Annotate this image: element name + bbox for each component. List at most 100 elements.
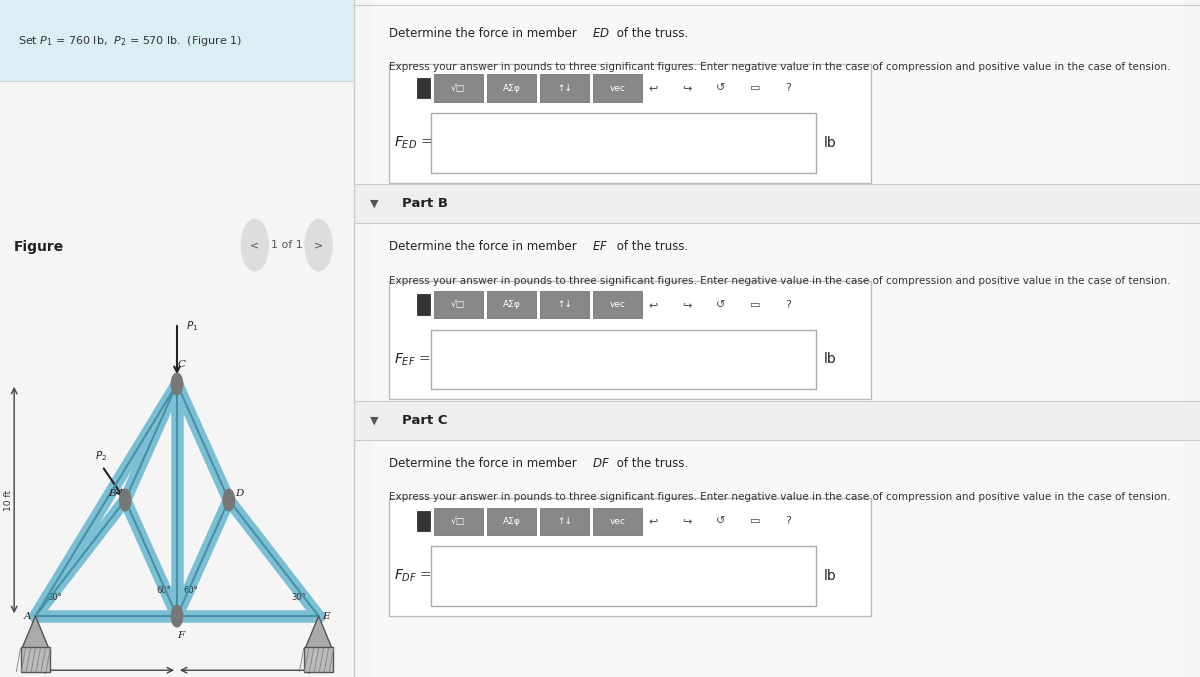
Text: ↺: ↺ <box>716 83 726 93</box>
FancyBboxPatch shape <box>433 291 482 318</box>
Text: A: A <box>24 611 31 621</box>
FancyBboxPatch shape <box>594 291 642 318</box>
Text: ↑↓: ↑↓ <box>557 83 572 93</box>
Text: 1 of 1: 1 of 1 <box>271 240 302 250</box>
Text: ?: ? <box>786 83 792 93</box>
FancyBboxPatch shape <box>416 294 431 315</box>
FancyBboxPatch shape <box>389 64 870 183</box>
Circle shape <box>223 489 234 511</box>
FancyBboxPatch shape <box>540 508 589 535</box>
Text: ▭: ▭ <box>750 83 760 93</box>
FancyBboxPatch shape <box>487 508 536 535</box>
Bar <box>0 0 354 81</box>
FancyBboxPatch shape <box>594 74 642 102</box>
FancyBboxPatch shape <box>431 113 816 173</box>
Text: ↩: ↩ <box>649 300 658 309</box>
Text: F: F <box>178 630 185 640</box>
Text: of the truss.: of the truss. <box>613 240 688 253</box>
Text: ?: ? <box>786 300 792 309</box>
Text: of the truss.: of the truss. <box>613 27 688 40</box>
Text: ▼: ▼ <box>370 416 378 425</box>
Text: $ED$: $ED$ <box>592 27 610 40</box>
FancyBboxPatch shape <box>433 74 482 102</box>
Bar <box>20 647 50 672</box>
Text: ΑΣφ: ΑΣφ <box>503 300 521 309</box>
FancyBboxPatch shape <box>389 281 870 399</box>
Text: Part C: Part C <box>402 414 448 427</box>
Text: D: D <box>235 489 244 498</box>
Text: ↺: ↺ <box>716 300 726 309</box>
Text: ↪: ↪ <box>683 517 692 526</box>
Bar <box>355 184 1200 223</box>
Text: Part B: Part B <box>402 197 448 211</box>
Text: Determine the force in member: Determine the force in member <box>389 240 581 253</box>
FancyBboxPatch shape <box>540 291 589 318</box>
Circle shape <box>172 605 182 627</box>
Text: 30°: 30° <box>48 592 62 602</box>
FancyBboxPatch shape <box>433 508 482 535</box>
Text: $EF$: $EF$ <box>592 240 608 253</box>
Text: Determine the force in member: Determine the force in member <box>389 457 581 470</box>
Text: √□: √□ <box>451 300 466 309</box>
Text: lb: lb <box>824 569 836 583</box>
FancyBboxPatch shape <box>389 498 870 616</box>
Text: 10 ft: 10 ft <box>5 489 13 510</box>
Circle shape <box>305 219 332 271</box>
Text: $F_{DF}$ =: $F_{DF}$ = <box>394 568 432 584</box>
Text: 60°: 60° <box>184 586 198 595</box>
Text: lb: lb <box>824 353 836 366</box>
Text: ↺: ↺ <box>716 517 726 526</box>
Text: $P_1$: $P_1$ <box>186 320 198 333</box>
FancyBboxPatch shape <box>540 74 589 102</box>
Text: ↑↓: ↑↓ <box>557 517 572 526</box>
Circle shape <box>241 219 269 271</box>
Text: Figure: Figure <box>14 240 65 254</box>
FancyBboxPatch shape <box>431 546 816 606</box>
Text: ↑↓: ↑↓ <box>557 300 572 309</box>
Polygon shape <box>305 616 332 649</box>
Bar <box>355 401 1200 440</box>
Text: 60°: 60° <box>156 586 170 595</box>
Text: ΑΣφ: ΑΣφ <box>503 83 521 93</box>
Text: of the truss.: of the truss. <box>613 457 688 470</box>
Text: B: B <box>108 489 115 498</box>
Text: Express your answer in pounds to three significant figures. Enter negative value: Express your answer in pounds to three s… <box>389 276 1170 286</box>
Text: Express your answer in pounds to three significant figures. Enter negative value: Express your answer in pounds to three s… <box>389 62 1170 72</box>
Text: >: > <box>314 240 323 250</box>
FancyBboxPatch shape <box>416 78 431 98</box>
FancyBboxPatch shape <box>487 291 536 318</box>
Text: Determine the force in member: Determine the force in member <box>389 27 581 40</box>
Text: ▭: ▭ <box>750 300 760 309</box>
Text: lb: lb <box>824 136 836 150</box>
Text: vec: vec <box>610 300 626 309</box>
Text: ↪: ↪ <box>683 83 692 93</box>
Text: $F_{ED}$ =: $F_{ED}$ = <box>394 135 432 151</box>
Text: ▼: ▼ <box>370 199 378 209</box>
Text: $DF$: $DF$ <box>592 457 610 470</box>
Text: √□: √□ <box>451 517 466 526</box>
Text: ↩: ↩ <box>649 517 658 526</box>
Circle shape <box>172 373 182 395</box>
Text: ?: ? <box>786 517 792 526</box>
Text: ΑΣφ: ΑΣφ <box>503 517 521 526</box>
Text: ▭: ▭ <box>750 517 760 526</box>
FancyBboxPatch shape <box>416 511 431 531</box>
Text: C: C <box>178 360 185 370</box>
FancyBboxPatch shape <box>487 74 536 102</box>
FancyBboxPatch shape <box>431 330 816 389</box>
Text: $P_2$: $P_2$ <box>95 449 107 463</box>
Text: vec: vec <box>610 517 626 526</box>
Text: vec: vec <box>610 83 626 93</box>
Text: ↪: ↪ <box>683 300 692 309</box>
Text: 30°: 30° <box>292 592 306 602</box>
Text: Express your answer in pounds to three significant figures. Enter negative value: Express your answer in pounds to three s… <box>389 492 1170 502</box>
Text: $F_{EF}$ =: $F_{EF}$ = <box>394 351 431 368</box>
Text: ↩: ↩ <box>649 83 658 93</box>
Circle shape <box>120 489 131 511</box>
Polygon shape <box>22 616 49 649</box>
FancyBboxPatch shape <box>594 508 642 535</box>
Bar <box>304 647 334 672</box>
Text: <: < <box>251 240 259 250</box>
Text: √□: √□ <box>451 83 466 93</box>
Text: Set $P_1$ = 760 lb,  $P_2$ = 570 lb.  (Figure 1): Set $P_1$ = 760 lb, $P_2$ = 570 lb. (Fig… <box>18 34 242 47</box>
